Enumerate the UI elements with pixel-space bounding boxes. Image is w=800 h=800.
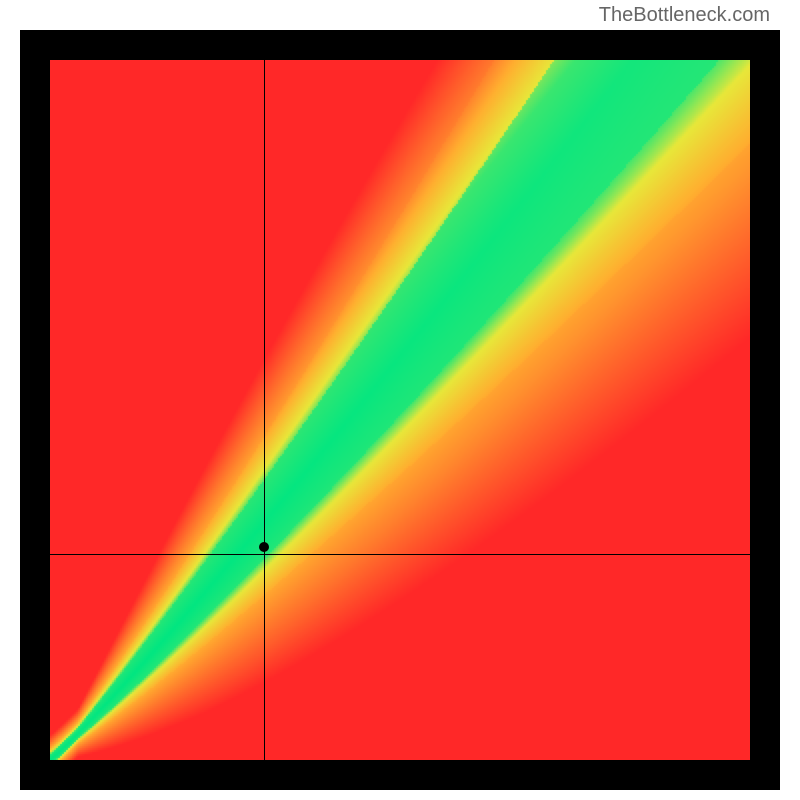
heatmap-canvas — [50, 60, 750, 760]
crosshair-horizontal — [50, 554, 750, 555]
plot-area — [50, 60, 750, 760]
chart-container: TheBottleneck.com — [0, 0, 800, 800]
data-point-marker — [259, 542, 269, 552]
crosshair-vertical — [264, 60, 265, 760]
plot-border — [20, 30, 780, 790]
watermark-text: TheBottleneck.com — [599, 4, 770, 27]
